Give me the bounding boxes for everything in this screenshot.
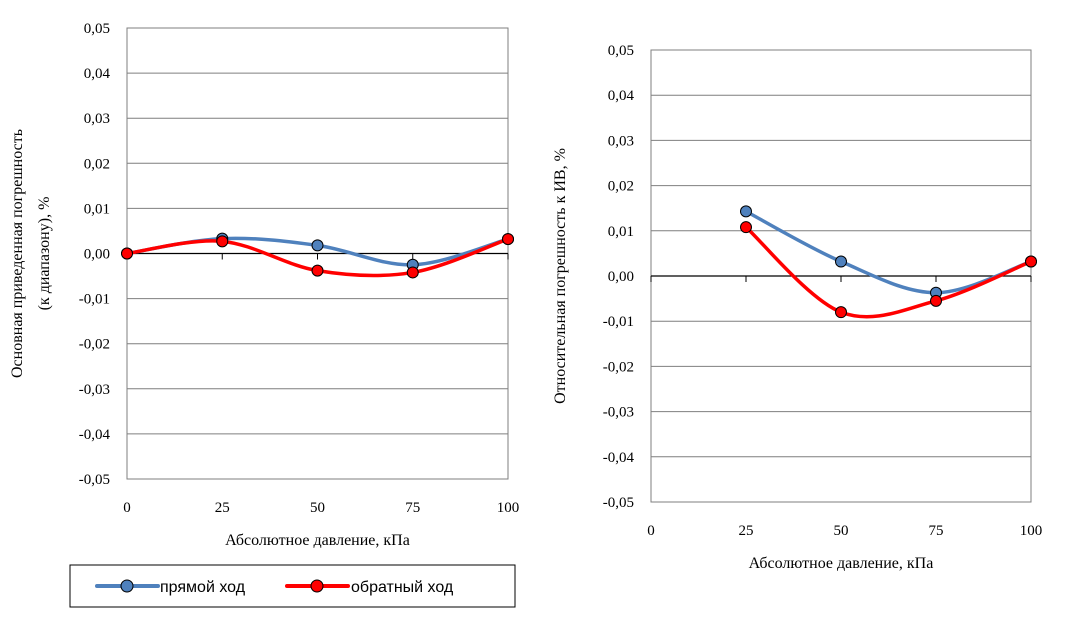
data-point-reverse (502, 233, 514, 246)
data-point-forward (740, 205, 752, 218)
y-tick-label: 0,04 (608, 88, 635, 104)
data-point-reverse (121, 247, 133, 260)
x-tick-label: 25 (215, 500, 230, 516)
y-tick-label: -0,01 (79, 292, 110, 308)
x-tick-label: 50 (834, 523, 849, 539)
y-axis-title: Относительная погрешность к ИВ, % (552, 148, 569, 404)
y-tick-label: -0,03 (79, 382, 110, 398)
data-point-reverse (311, 264, 324, 277)
data-point-reverse (216, 235, 229, 248)
y-tick-label: -0,01 (603, 314, 634, 330)
y-tick-label: 0,05 (608, 43, 634, 59)
legend-label-forward: прямой ход (160, 579, 246, 596)
x-tick-label: 75 (405, 500, 420, 516)
y-axis-title-line2: (к диапазону), % (36, 197, 53, 311)
y-tick-label: 0,02 (84, 156, 110, 172)
y-tick-label: 0,01 (84, 201, 110, 217)
data-point-reverse (930, 294, 942, 307)
data-point-forward (311, 239, 324, 252)
legend: прямой ход обратный ход (69, 564, 516, 608)
x-tick-label: 100 (1020, 523, 1043, 539)
y-tick-label: 0,01 (608, 224, 634, 240)
legend-label-reverse: обратный ход (351, 579, 454, 596)
y-axis-title: Основная приведенная погрешность (9, 129, 26, 378)
y-tick-label: -0,03 (603, 405, 634, 421)
y-tick-label: -0,04 (603, 450, 635, 466)
y-tick-label: 0,00 (84, 247, 110, 263)
x-tick-label: 25 (739, 523, 754, 539)
legend-marker-forward (120, 579, 134, 593)
x-tick-label: 0 (123, 500, 131, 516)
series-line-reverse (744, 225, 1033, 319)
y-tick-label: -0,05 (79, 472, 110, 488)
x-tick-label: 0 (647, 523, 655, 539)
data-point-reverse (1025, 255, 1037, 268)
x-tick-label: 75 (929, 523, 944, 539)
y-tick-label: 0,04 (84, 66, 111, 82)
x-axis-title: Абсолютное давление, кПа (749, 555, 934, 572)
x-axis-title: Абсолютное давление, кПа (225, 532, 410, 549)
data-point-forward (835, 255, 847, 268)
chart-left: 0,05 0,04 0,03 0,02 0,01 0,00 -0,01 -0,02 -0,03 -… (9, 21, 519, 549)
data-point-reverse (406, 266, 419, 279)
y-tick-label: -0,02 (603, 359, 634, 375)
x-tick-label: 50 (310, 500, 325, 516)
data-point-reverse (740, 221, 752, 234)
data-point-reverse (835, 306, 847, 319)
y-tick-label: 0,05 (84, 21, 110, 37)
y-tick-label: -0,04 (79, 427, 111, 443)
y-tick-label: 0,03 (608, 133, 634, 149)
y-tick-label: 0,02 (608, 179, 634, 195)
y-tick-label: 0,00 (608, 269, 634, 285)
y-tick-label: -0,05 (603, 495, 634, 511)
legend-marker-reverse (310, 579, 324, 593)
chart-right: 0,05 0,04 0,03 0,02 0,01 0,00 -0,01 -0,02 -0,03 -… (552, 43, 1042, 572)
x-tick-label: 100 (497, 500, 520, 516)
y-tick-label: -0,02 (79, 337, 110, 353)
y-tick-label: 0,03 (84, 111, 110, 127)
